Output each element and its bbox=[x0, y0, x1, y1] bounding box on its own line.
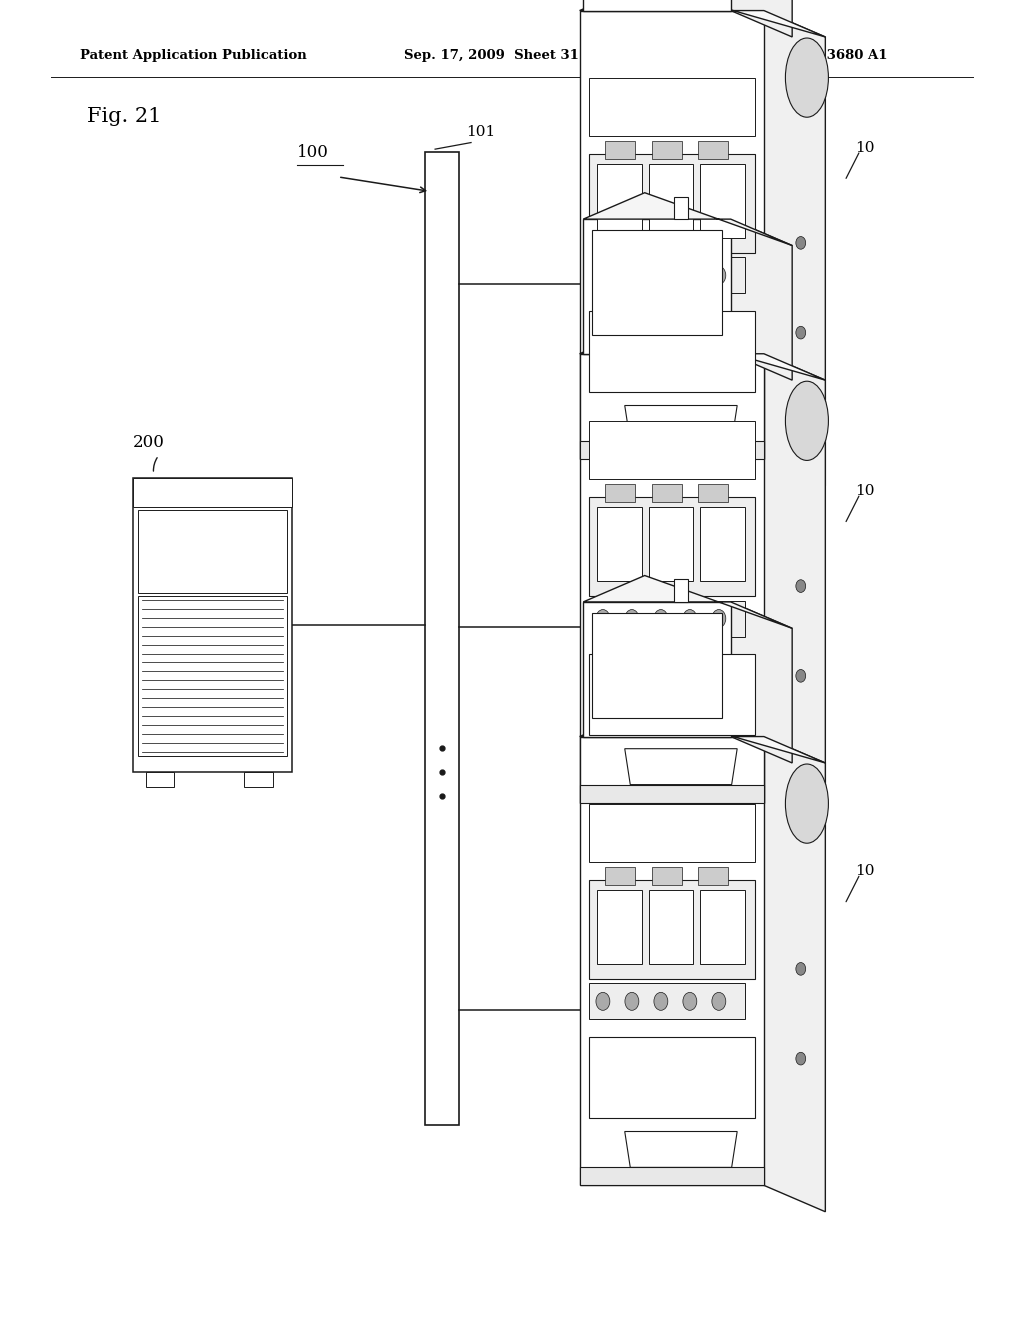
Circle shape bbox=[625, 267, 639, 284]
Text: US 2009/0233680 A1: US 2009/0233680 A1 bbox=[732, 49, 888, 62]
Bar bbox=[648, 507, 693, 581]
Text: 10: 10 bbox=[855, 484, 874, 498]
Bar bbox=[652, 141, 682, 158]
Bar bbox=[589, 601, 745, 636]
Polygon shape bbox=[625, 1131, 737, 1167]
Bar bbox=[597, 507, 642, 581]
Bar bbox=[648, 164, 693, 238]
Bar bbox=[138, 511, 287, 593]
Bar bbox=[580, 1167, 764, 1185]
Bar bbox=[589, 1038, 755, 1118]
Circle shape bbox=[712, 993, 726, 1010]
Circle shape bbox=[654, 267, 668, 284]
Circle shape bbox=[796, 579, 806, 593]
Bar bbox=[652, 484, 682, 502]
Circle shape bbox=[796, 669, 806, 682]
Circle shape bbox=[596, 267, 610, 284]
Bar bbox=[674, 579, 688, 602]
Bar bbox=[589, 257, 745, 293]
Bar bbox=[580, 11, 764, 459]
Bar bbox=[589, 312, 755, 392]
Circle shape bbox=[796, 326, 806, 339]
Bar bbox=[244, 772, 272, 787]
Polygon shape bbox=[589, 498, 755, 597]
Text: 100: 100 bbox=[297, 144, 329, 161]
Bar bbox=[133, 478, 292, 772]
Polygon shape bbox=[589, 154, 755, 253]
Text: Patent Application Publication: Patent Application Publication bbox=[80, 49, 306, 62]
Bar bbox=[589, 655, 755, 735]
Bar bbox=[138, 595, 287, 756]
Circle shape bbox=[654, 993, 668, 1010]
Circle shape bbox=[683, 267, 696, 284]
Polygon shape bbox=[764, 11, 825, 486]
Bar bbox=[589, 983, 745, 1019]
Polygon shape bbox=[580, 0, 825, 37]
Bar bbox=[592, 612, 722, 718]
Circle shape bbox=[683, 610, 696, 627]
Text: 200: 200 bbox=[133, 434, 165, 451]
Bar bbox=[580, 354, 764, 803]
Ellipse shape bbox=[785, 381, 828, 461]
Polygon shape bbox=[731, 0, 793, 37]
Bar bbox=[597, 890, 642, 964]
Polygon shape bbox=[584, 193, 793, 246]
Circle shape bbox=[796, 236, 806, 249]
Polygon shape bbox=[589, 880, 755, 979]
Bar bbox=[589, 421, 755, 479]
Bar bbox=[584, 602, 731, 737]
Polygon shape bbox=[580, 327, 825, 380]
Ellipse shape bbox=[785, 764, 828, 843]
Bar bbox=[597, 164, 642, 238]
Text: Sep. 17, 2009  Sheet 31 of 33: Sep. 17, 2009 Sheet 31 of 33 bbox=[404, 49, 622, 62]
Bar bbox=[425, 152, 459, 1125]
Polygon shape bbox=[731, 602, 793, 763]
Polygon shape bbox=[731, 219, 793, 380]
Circle shape bbox=[683, 993, 696, 1010]
Bar bbox=[605, 867, 635, 884]
Polygon shape bbox=[625, 405, 737, 441]
Bar bbox=[605, 484, 635, 502]
Bar bbox=[589, 78, 755, 136]
Polygon shape bbox=[764, 354, 825, 829]
Polygon shape bbox=[584, 576, 793, 628]
Circle shape bbox=[712, 267, 726, 284]
Bar bbox=[652, 867, 682, 884]
Text: 10: 10 bbox=[855, 141, 874, 154]
Circle shape bbox=[625, 610, 639, 627]
Bar bbox=[648, 890, 693, 964]
Bar bbox=[605, 141, 635, 158]
Circle shape bbox=[796, 1052, 806, 1065]
Bar bbox=[700, 507, 744, 581]
Bar bbox=[580, 784, 764, 803]
Ellipse shape bbox=[785, 38, 828, 117]
Bar bbox=[584, 219, 731, 354]
Bar bbox=[700, 890, 744, 964]
Circle shape bbox=[596, 610, 610, 627]
Bar bbox=[133, 478, 292, 507]
Text: 10: 10 bbox=[855, 865, 874, 878]
Bar bbox=[145, 772, 174, 787]
Polygon shape bbox=[580, 710, 825, 763]
Circle shape bbox=[596, 993, 610, 1010]
Circle shape bbox=[796, 962, 806, 975]
Polygon shape bbox=[625, 748, 737, 784]
Bar bbox=[674, 197, 688, 219]
Bar bbox=[580, 737, 764, 1185]
Polygon shape bbox=[764, 737, 825, 1212]
Bar bbox=[698, 867, 728, 884]
Text: Fig. 21: Fig. 21 bbox=[87, 107, 162, 125]
Text: 101: 101 bbox=[466, 124, 496, 139]
Circle shape bbox=[625, 993, 639, 1010]
Bar bbox=[700, 164, 744, 238]
Bar bbox=[698, 484, 728, 502]
Bar bbox=[584, 0, 731, 11]
Circle shape bbox=[654, 610, 668, 627]
Circle shape bbox=[712, 610, 726, 627]
Bar bbox=[592, 230, 722, 335]
Bar bbox=[698, 141, 728, 158]
Bar bbox=[589, 804, 755, 862]
Bar bbox=[580, 441, 764, 459]
